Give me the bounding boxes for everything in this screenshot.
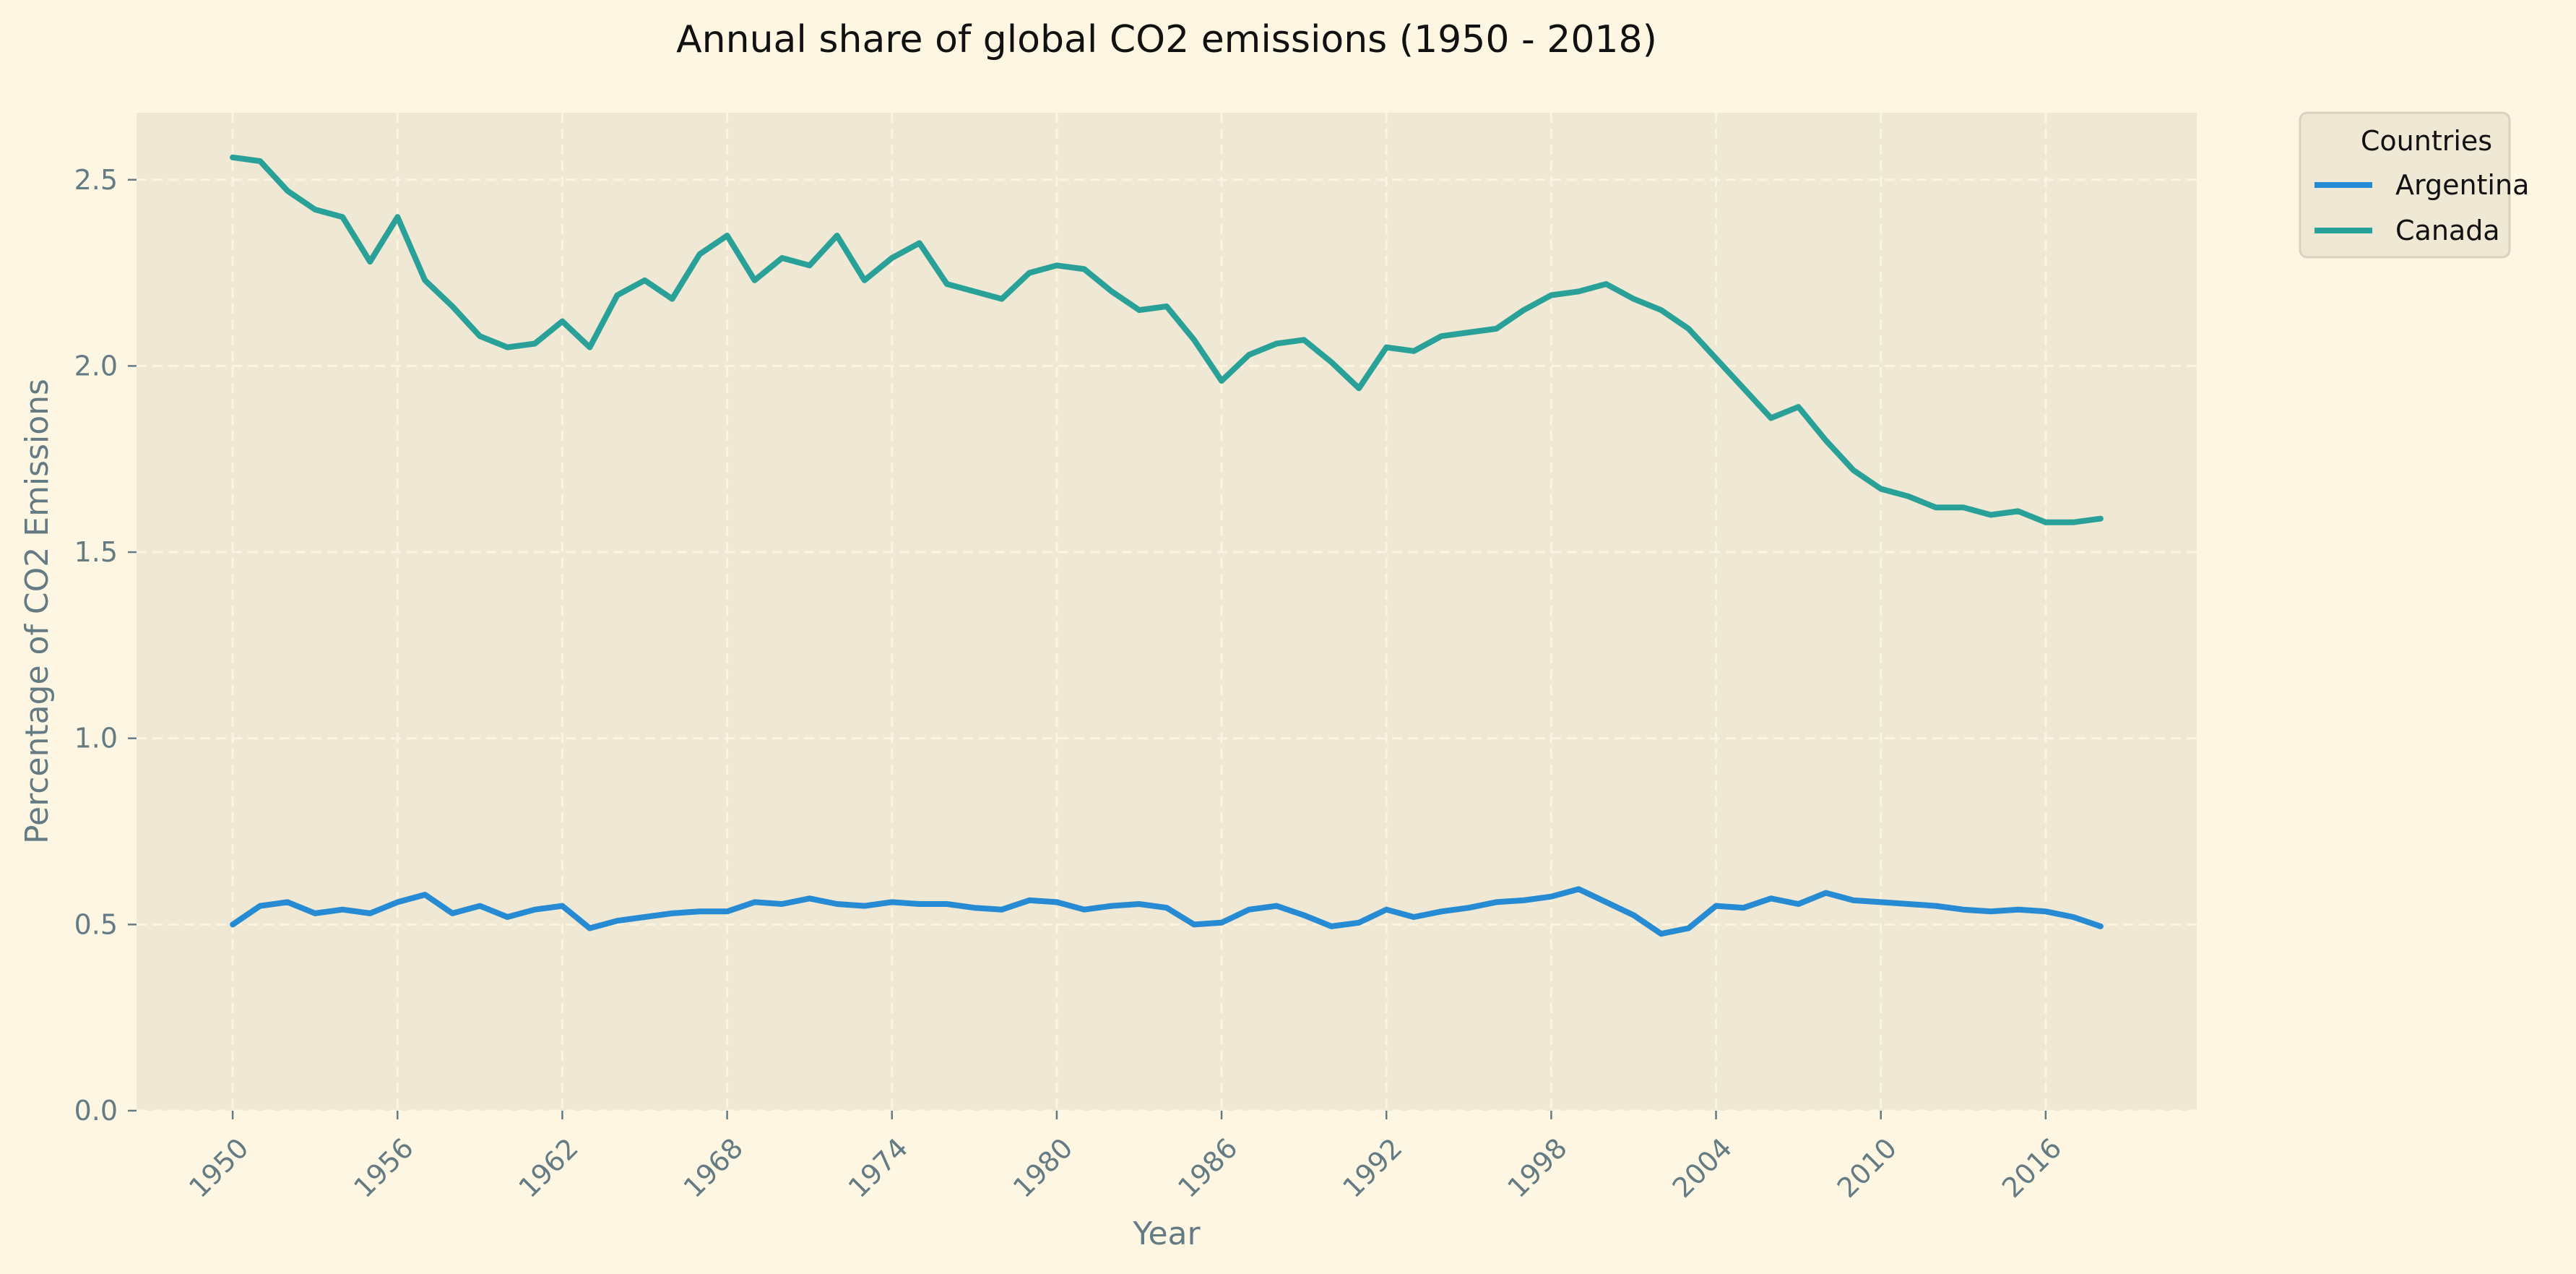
x-axis-label: Year [1132,1215,1201,1252]
y-tick-label: 0.0 [74,1095,118,1127]
legend-box [2299,111,2511,259]
legend-label-argentina: Argentina [2395,169,2529,201]
series-line-canada [230,154,2104,525]
y-tick-label: 1.0 [74,723,118,754]
grid [137,113,2197,1112]
y-tick-label: 2.5 [74,164,118,196]
plot-area [137,113,2197,1111]
y-tick-label: 0.5 [74,908,118,940]
y-tick-label: 2.0 [74,350,118,382]
series-line-argentina [230,886,2104,937]
legend-items: Argentina Canada [2314,169,2529,246]
legend: Countries Argentina Canada [2299,111,2529,259]
y-axis: 0.0 0.5 1.0 1.5 2.0 2.5 [74,164,137,1127]
y-axis-label: Percentage of CO2 Emissions [19,379,56,844]
y-tick-label: 1.5 [74,536,118,568]
chart-title: Annual share of global CO2 emissions (19… [676,18,1657,61]
series-layer [230,154,2104,937]
legend-title: Countries [2361,125,2492,157]
legend-label-canada: Canada [2395,215,2500,246]
